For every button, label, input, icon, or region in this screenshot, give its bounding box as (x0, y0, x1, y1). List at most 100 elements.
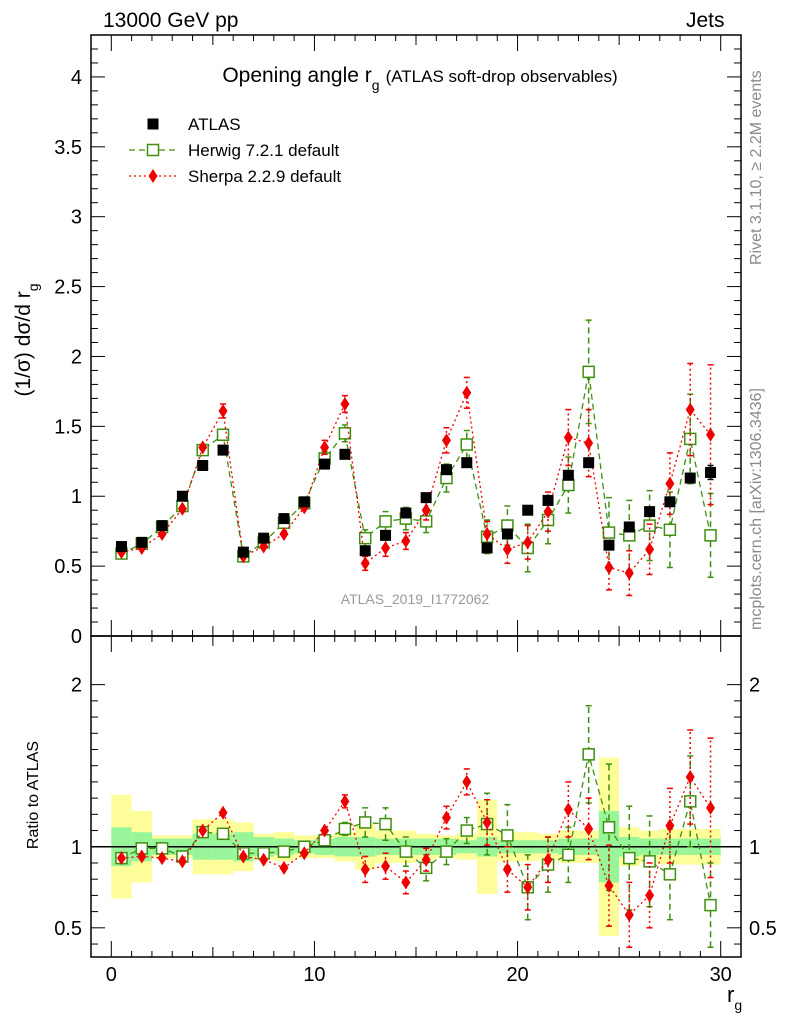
herwig-point (358, 531, 372, 545)
sherpa-ratio-point (259, 852, 269, 867)
herwig-point (602, 526, 616, 539)
sherpa-ratio-point (218, 805, 228, 820)
sherpa-ratio-point (360, 862, 370, 877)
sherpa-ratio-point (340, 794, 350, 809)
sherpa-point (604, 560, 614, 575)
sherpa-ratio-point (543, 852, 553, 867)
atlas-point (644, 506, 656, 518)
y-tick-label: 1.5 (54, 416, 82, 438)
sherpa-ratio-point (441, 810, 451, 825)
herwig-ratio-point (582, 748, 595, 761)
sherpa-point (665, 476, 675, 491)
atlas-point (583, 457, 595, 469)
atlas-point (197, 459, 209, 471)
herwig-point (663, 523, 677, 537)
herwig-ratio-point (338, 822, 352, 836)
sherpa-point (340, 396, 350, 411)
header-process: Jets (686, 9, 725, 32)
atlas-point (542, 494, 554, 506)
sherpa-point (645, 542, 655, 557)
y-axis-label-ratio: Ratio to ATLAS (25, 741, 42, 849)
herwig-ratio-point (501, 829, 514, 842)
y-tick-label: 3.5 (54, 137, 82, 159)
x-tick-label: 30 (710, 964, 732, 986)
sherpa-ratio-point (502, 862, 512, 877)
atlas-point (380, 529, 392, 541)
atlas-point (237, 546, 249, 558)
mcplots-label: mcplots.cern.ch [arXiv:1306.3436] (748, 388, 765, 630)
sherpa-point (685, 402, 695, 417)
herwig-point (704, 529, 717, 542)
atlas-point (420, 492, 432, 504)
sherpa-ratio-point (299, 846, 309, 861)
sherpa-point (279, 526, 289, 541)
herwig-ratio-point (399, 845, 413, 858)
herwig-ratio-point (460, 824, 474, 837)
atlas-point (603, 539, 615, 551)
ratio-y-tick-label-right: 0.5 (749, 918, 777, 940)
atlas-point (156, 520, 168, 532)
atlas-point (440, 464, 452, 476)
analysis-id: ATLAS_2019_I1772062 (341, 591, 490, 607)
sherpa-ratio-point (401, 875, 411, 890)
atlas-point (400, 507, 412, 519)
sherpa-point (360, 556, 370, 571)
herwig-point (460, 438, 474, 451)
sherpa-ratio-point (462, 774, 472, 789)
herwig-point (643, 519, 656, 532)
x-tick-label: 20 (506, 964, 528, 986)
herwig-point (338, 427, 352, 440)
herwig-ratio-point (562, 848, 575, 862)
herwig-ratio-point (663, 868, 677, 881)
sherpa-point (198, 440, 208, 455)
ratio-y-tick-label: 0.5 (54, 918, 82, 940)
legend-label-sherpa: Sherpa 2.2.9 default (188, 167, 341, 186)
x-axis-label-sub: g (734, 997, 742, 1013)
legend-marker-atlas (147, 118, 159, 130)
x-axis-label-text: r (727, 982, 734, 1007)
sherpa-line (121, 390, 712, 574)
y-axis-label-text: (1/σ) dσ/d r (12, 291, 35, 396)
atlas-point (136, 536, 148, 548)
herwig-line (121, 371, 712, 558)
atlas-point (522, 504, 534, 516)
sherpa-ratio-point (137, 849, 147, 864)
atlas-point (298, 496, 310, 508)
sherpa-ratio-point (157, 851, 167, 866)
sherpa-ratio-line (121, 775, 712, 916)
herwig-ratio-point (440, 845, 453, 858)
sherpa-ratio-point (279, 860, 289, 875)
sherpa-point (543, 504, 553, 519)
sherpa-ratio-point (320, 823, 330, 838)
chart-title: Opening angle rg (ATLAS soft-drop observa… (222, 64, 617, 93)
y-tick-label: 3 (71, 207, 82, 229)
sherpa-point (523, 535, 533, 550)
atlas-point (258, 532, 270, 544)
atlas-point (359, 545, 371, 557)
sherpa-point (706, 427, 716, 442)
herwig-ratio-point (643, 855, 656, 868)
atlas-point (501, 528, 513, 540)
herwig-ratio-point (277, 845, 291, 858)
x-tick-label: 0 (106, 964, 117, 986)
sherpa-ratio-point (177, 854, 187, 869)
ratio-y-tick-label-right: 2 (749, 675, 760, 697)
sherpa-ratio-point (563, 802, 573, 817)
ratio-panel: 0.5 0.51 12 20 10 20 30 (54, 635, 777, 986)
atlas-point (217, 444, 229, 456)
sherpa-ratio-point (685, 770, 695, 785)
herwig-point (419, 515, 433, 528)
atlas-point (176, 490, 188, 502)
herwig-point (379, 515, 392, 528)
legend-marker-sherpa (148, 169, 158, 183)
sherpa-point (320, 440, 330, 455)
y-tick-label: 2 (71, 346, 82, 368)
ratio-axis-label-text: Ratio to ATLAS (25, 741, 42, 849)
legend-label-atlas: ATLAS (188, 115, 241, 134)
atlas-point (481, 542, 493, 554)
sherpa-ratio-point (624, 907, 634, 922)
x-axis-label: rg (727, 982, 742, 1013)
sherpa-point (462, 385, 472, 400)
herwig-ratio-point (683, 795, 697, 808)
